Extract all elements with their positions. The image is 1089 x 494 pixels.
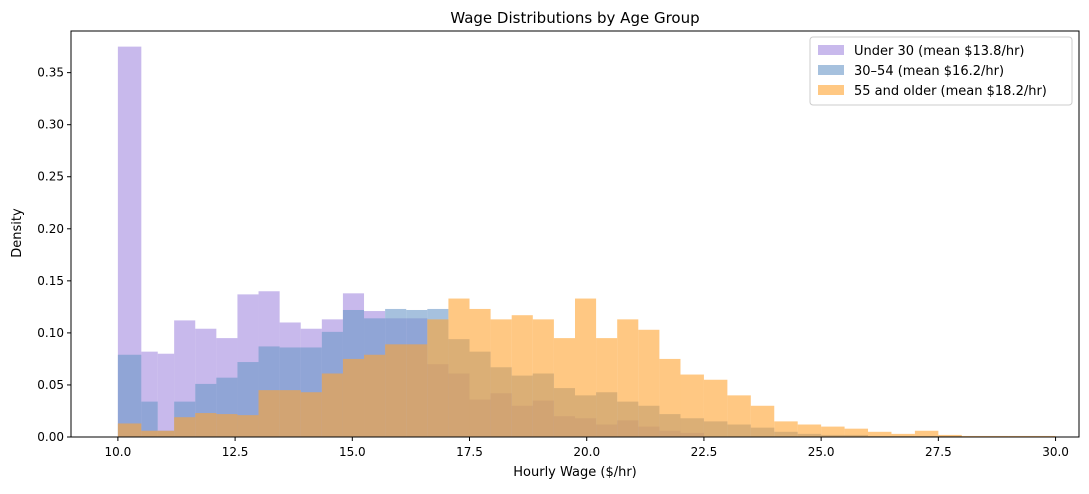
histogram-bar [727,395,751,437]
series-3-bars [117,298,1056,437]
legend-label: 30–54 (mean $16.2/hr) [854,64,1004,79]
plot-frame [70,30,1080,438]
legend-label: 55 and older (mean $18.2/hr) [854,84,1047,99]
histogram-bar [258,390,280,437]
legend-label: Under 30 (mean $13.8/hr) [854,44,1024,59]
y-axis-label: Density [10,208,25,258]
histogram-bar [117,46,142,437]
histogram-bar [961,435,1009,437]
histogram-bar [797,424,822,437]
histogram-bar [659,358,681,437]
histogram-bar [117,354,142,437]
histogram-bar [891,433,915,437]
y-tick-label: 0.00 [37,430,64,444]
legend-swatch [818,85,844,95]
histogram-bar [1008,435,1056,437]
legend-swatch [818,45,844,55]
histogram-bar [321,373,343,437]
histogram-bar [385,344,407,437]
y-tick-label: 0.30 [37,118,64,132]
histogram-bar [680,374,704,437]
histogram-bar [141,430,175,437]
y-tick-label: 0.20 [37,222,64,236]
histogram-bar [364,354,386,437]
histogram-bar [490,319,512,437]
histogram-bar [703,379,728,437]
histogram-bar [469,308,491,437]
histogram-bar [195,413,217,437]
histogram-bar [300,392,322,437]
histogram-bar [575,298,597,437]
legend-box [809,36,1073,106]
histogram-bar [427,319,449,437]
histogram-bar [868,431,892,437]
x-tick-label: 10.0 [105,445,132,459]
legend-swatch [818,65,844,75]
histogram-bar [157,353,175,437]
histogram-bar [279,390,301,437]
y-tick-label: 0.10 [37,326,64,340]
y-tick-label: 0.15 [37,274,64,288]
x-tick-label: 27.5 [925,445,952,459]
histogram-bar [406,344,428,437]
histogram-bar [216,414,238,437]
y-tick-label: 0.05 [37,378,64,392]
y-tick-label: 0.35 [37,66,64,80]
x-tick-label: 15.0 [339,445,366,459]
x-axis-label: Hourly Wage ($/hr) [513,465,637,480]
histogram-bar [174,417,196,437]
x-tick-label: 20.0 [573,445,600,459]
bars-layer [117,46,1056,437]
axes-layer: 10.0 12.5 15.0 17.5 20.0 22.5 25.0 27.5 30.0 0.00… [37,30,1080,459]
x-tick-label: 22.5 [691,445,718,459]
histogram-bar [821,426,845,437]
histogram-bar [448,298,470,437]
y-tick-label: 0.25 [37,170,64,184]
histogram-bar [750,405,775,437]
histogram-bar [844,428,869,437]
histogram-bar [638,329,660,437]
histogram-bar [617,319,639,437]
histogram-bar [938,434,962,437]
histogram-bar [342,358,365,437]
x-tick-label: 17.5 [456,445,483,459]
x-tick-label: 30.0 [1042,445,1069,459]
x-tick-label: 12.5 [222,445,249,459]
histogram-bar [914,430,939,437]
histogram-bar [532,319,554,437]
histogram-bar [774,421,798,437]
x-tick-label: 25.0 [808,445,835,459]
histogram-bar [596,338,618,437]
histogram-bar [237,415,259,437]
chart-title: Wage Distributions by Age Group [450,9,699,27]
histogram-bar [511,315,533,437]
histogram-bar [117,423,142,437]
histogram-bar [553,338,575,437]
histogram-bar [141,401,158,437]
legend: Under 30 (mean $13.8/hr) 30–54 (mean $16.… [809,36,1073,106]
